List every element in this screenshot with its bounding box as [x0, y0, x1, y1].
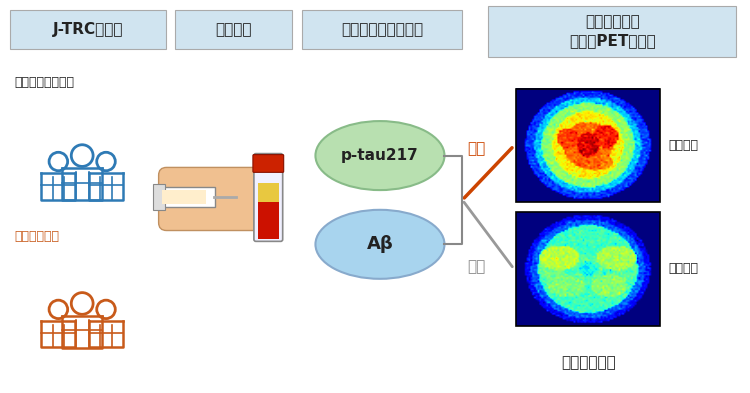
FancyBboxPatch shape — [176, 10, 292, 49]
FancyBboxPatch shape — [488, 6, 736, 57]
Text: p-tau217: p-tau217 — [341, 148, 418, 163]
Bar — [517, 212, 660, 326]
Text: 軽度認知障害: 軽度認知障害 — [15, 230, 60, 242]
Text: 高精度に判別: 高精度に判別 — [561, 355, 616, 370]
Ellipse shape — [316, 121, 445, 190]
Bar — [258, 202, 279, 239]
Text: 陽性: 陽性 — [467, 141, 485, 156]
Text: 脳アミロイド
蓄積（PET検査）: 脳アミロイド 蓄積（PET検査） — [568, 15, 656, 48]
FancyBboxPatch shape — [158, 167, 264, 231]
FancyBboxPatch shape — [253, 154, 284, 173]
FancyBboxPatch shape — [10, 10, 166, 49]
Text: 認知機能正常な方: 認知機能正常な方 — [15, 76, 75, 89]
Text: 蓄積あり: 蓄積あり — [668, 139, 698, 152]
FancyBboxPatch shape — [158, 187, 215, 207]
Bar — [517, 89, 660, 202]
Text: 陰性: 陰性 — [467, 259, 485, 274]
Text: 血液採取: 血液採取 — [215, 22, 252, 37]
Text: J-TRC参加者: J-TRC参加者 — [53, 22, 123, 37]
Bar — [258, 183, 279, 202]
Text: 蓄積なし: 蓄積なし — [668, 263, 698, 275]
FancyBboxPatch shape — [161, 190, 206, 204]
FancyBboxPatch shape — [302, 10, 462, 49]
FancyBboxPatch shape — [153, 184, 164, 210]
Text: Aβ: Aβ — [367, 235, 393, 253]
FancyBboxPatch shape — [254, 154, 283, 241]
Text: バイオマーカー測定: バイオマーカー測定 — [341, 22, 423, 37]
Ellipse shape — [316, 210, 445, 279]
